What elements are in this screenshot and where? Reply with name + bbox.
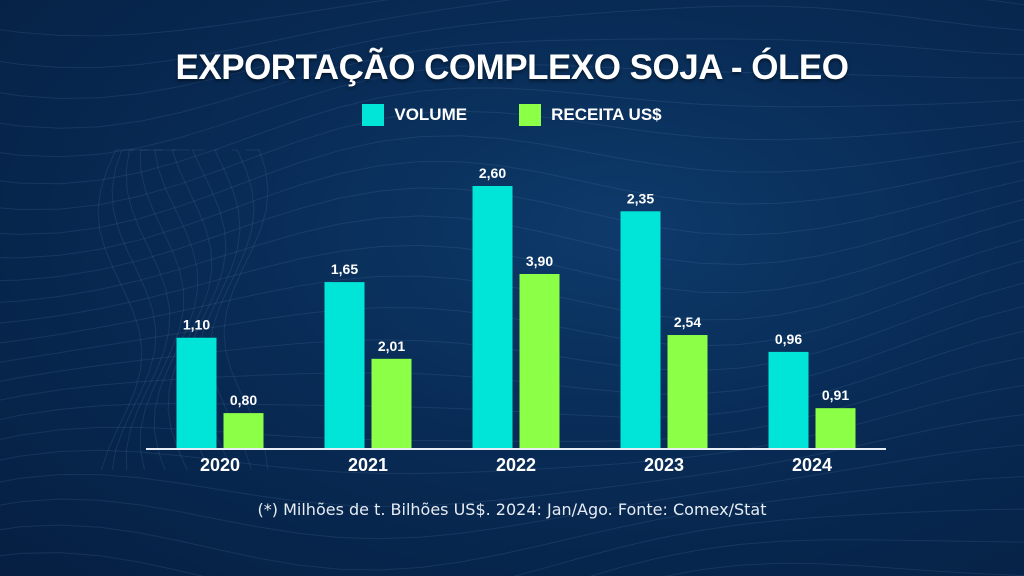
chart-title: EXPORTAÇÃO COMPLEXO SOJA - ÓLEO — [175, 48, 849, 87]
data-label-receita-2021: 2,01 — [378, 338, 405, 354]
bar-receita-2022 — [519, 274, 560, 449]
data-label-volume-2021: 1,65 — [331, 261, 358, 277]
x-tick-label-2021: 2021 — [348, 455, 388, 475]
x-tick-label-2022: 2022 — [496, 455, 536, 475]
bar-receita-2024 — [815, 408, 856, 449]
x-tick-label-2020: 2020 — [200, 455, 240, 475]
bar-volume-2022 — [472, 186, 513, 449]
bar-volume-2020 — [176, 337, 217, 449]
bar-receita-2020 — [223, 413, 264, 449]
data-label-volume-2023: 2,35 — [627, 190, 654, 206]
bar-volume-2021 — [324, 282, 365, 449]
legend-swatch-volume — [362, 104, 385, 126]
data-label-receita-2024: 0,91 — [822, 387, 849, 403]
data-label-receita-2020: 0,80 — [230, 392, 257, 408]
legend-label-volume: VOLUME — [394, 105, 468, 124]
data-label-receita-2022: 3,90 — [526, 253, 553, 269]
legend-item-receita: RECEITA US$ — [519, 104, 662, 126]
x-tick-label-2023: 2023 — [644, 455, 684, 475]
footnote: (*) Milhões de t. Bilhões US$. 2024: Jan… — [257, 500, 767, 519]
legend: VOLUME RECEITA US$ — [0, 104, 1024, 126]
legend-swatch-receita — [519, 104, 542, 126]
data-label-receita-2023: 2,54 — [674, 314, 701, 330]
data-label-volume-2022: 2,60 — [479, 165, 506, 181]
bar-receita-2021 — [371, 358, 412, 449]
legend-item-volume: VOLUME — [362, 104, 467, 126]
data-label-volume-2020: 1,10 — [183, 317, 210, 333]
bar-receita-2023 — [667, 335, 708, 449]
legend-label-receita: RECEITA US$ — [551, 105, 662, 124]
bar-volume-2023 — [620, 211, 661, 449]
data-label-volume-2024: 0,96 — [775, 331, 802, 347]
x-tick-label-2024: 2024 — [792, 455, 832, 475]
bar-volume-2024 — [768, 351, 809, 449]
